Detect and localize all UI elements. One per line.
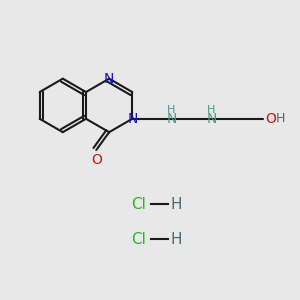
Text: H: H [206,105,215,115]
Text: N: N [206,112,217,126]
Text: N: N [127,112,137,126]
Text: N: N [167,112,177,126]
Text: H: H [170,197,182,212]
Text: H: H [276,112,286,125]
Text: H: H [167,105,175,115]
Text: Cl: Cl [131,232,146,247]
Text: N: N [104,72,114,86]
Text: O: O [91,153,102,167]
Text: Cl: Cl [131,197,146,212]
Text: H: H [170,232,182,247]
Text: O: O [266,112,277,126]
